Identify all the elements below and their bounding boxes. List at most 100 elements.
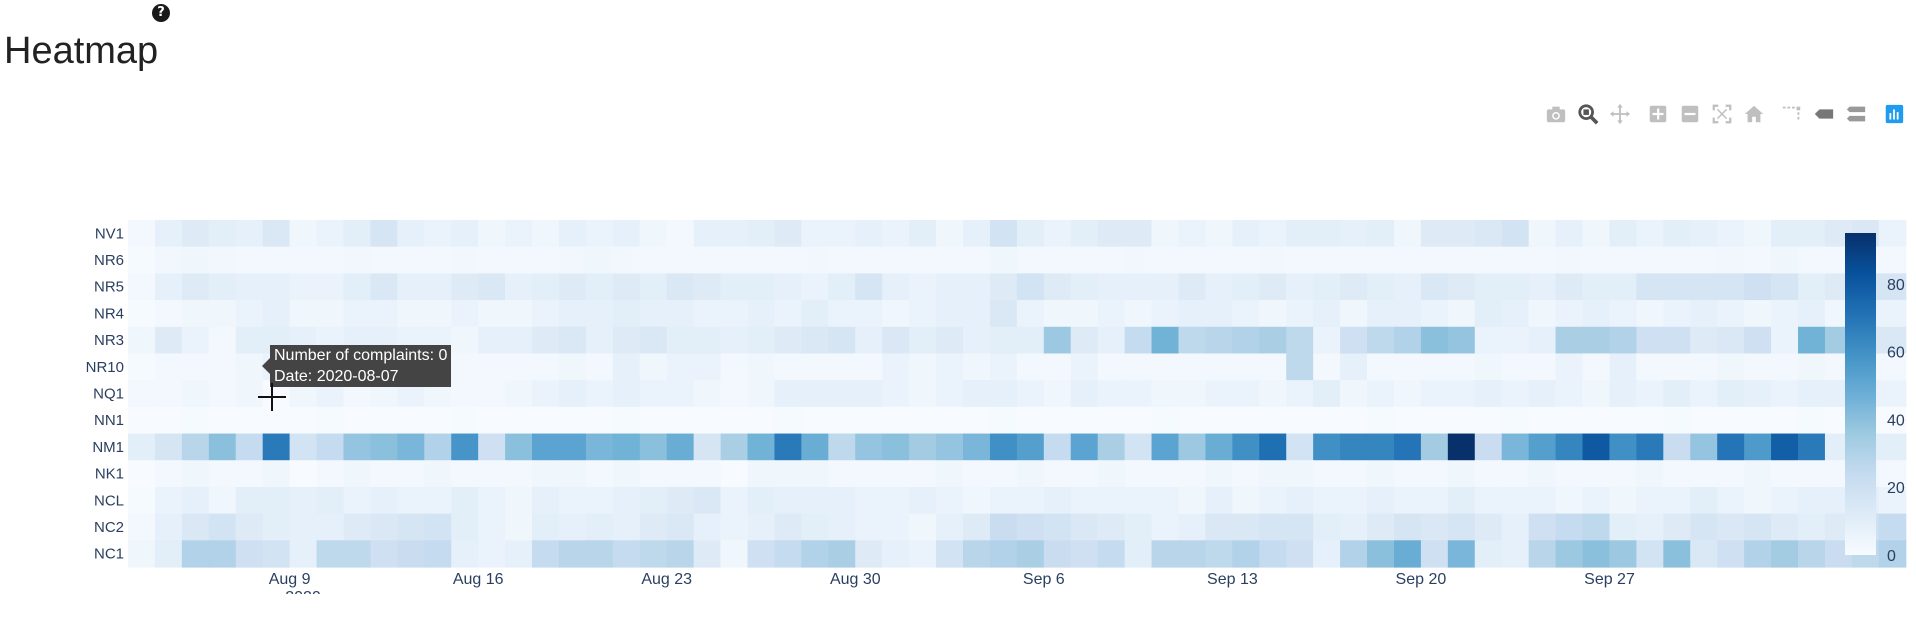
heatmap-cell[interactable] (1043, 513, 1072, 541)
heatmap-cell[interactable] (1232, 540, 1260, 568)
heatmap-cell[interactable] (1178, 220, 1207, 248)
heatmap-cell[interactable] (855, 273, 883, 301)
heatmap-cell[interactable] (963, 220, 991, 248)
heatmap-cell[interactable] (558, 326, 587, 355)
heatmap-cell[interactable] (963, 380, 991, 408)
heatmap-cell[interactable] (1690, 273, 1718, 301)
heatmap-cell[interactable] (639, 513, 668, 541)
heatmap-cell[interactable] (424, 220, 452, 248)
heatmap-cell[interactable] (612, 513, 641, 541)
heatmap-cell[interactable] (1636, 273, 1664, 301)
heatmap-cell[interactable] (1232, 433, 1260, 461)
heatmap-cell[interactable] (451, 220, 479, 248)
heatmap-cell[interactable] (532, 433, 560, 461)
heatmap-cell[interactable] (639, 460, 668, 488)
heatmap-cell[interactable] (1447, 300, 1476, 328)
heatmap-cell[interactable] (693, 353, 722, 381)
heatmap-cell[interactable] (1259, 246, 1287, 274)
heatmap-cell[interactable] (1367, 380, 1395, 408)
heatmap-cell[interactable] (1043, 380, 1072, 408)
heatmap-cell[interactable] (909, 300, 937, 328)
heatmap-cell[interactable] (963, 460, 991, 488)
heatmap-cell[interactable] (1690, 433, 1718, 461)
heatmap-cell[interactable] (208, 460, 237, 488)
heatmap-cell[interactable] (666, 353, 695, 381)
heatmap-cell[interactable] (1232, 273, 1260, 301)
heatmap-cell[interactable] (1528, 540, 1557, 568)
heatmap-cell[interactable] (1070, 486, 1099, 515)
heatmap-cell[interactable] (1636, 460, 1664, 488)
heatmap-cell[interactable] (1717, 380, 1745, 408)
heatmap-cell[interactable] (1178, 486, 1207, 515)
heatmap-cell[interactable] (478, 300, 506, 328)
heatmap-cell[interactable] (181, 460, 210, 488)
heatmap-cell[interactable] (1367, 220, 1395, 248)
heatmap-cell[interactable] (882, 326, 910, 355)
zoom-in-icon[interactable] (1642, 100, 1674, 128)
heatmap-cell[interactable] (558, 220, 587, 248)
heatmap-cell[interactable] (343, 433, 372, 461)
heatmap-cell[interactable] (936, 433, 964, 461)
heatmap-cell[interactable] (855, 486, 883, 515)
heatmap-cell[interactable] (1663, 433, 1691, 461)
heatmap-cell[interactable] (1097, 406, 1126, 435)
heatmap-cell[interactable] (882, 540, 910, 568)
heatmap-cell[interactable] (262, 220, 291, 248)
heatmap-cell[interactable] (828, 353, 856, 381)
heatmap-cell[interactable] (1771, 406, 1799, 435)
heatmap-cell[interactable] (1124, 353, 1153, 381)
heatmap-cell[interactable] (1528, 326, 1557, 355)
heatmap-cell[interactable] (882, 300, 910, 328)
heatmap-cell[interactable] (558, 406, 587, 435)
heatmap-cell[interactable] (1771, 380, 1799, 408)
heatmap-cell[interactable] (1582, 540, 1611, 568)
heatmap-cell[interactable] (1555, 246, 1584, 274)
heatmap-cell[interactable] (747, 273, 776, 301)
heatmap-cell[interactable] (1878, 273, 1907, 301)
heatmap-cell[interactable] (1636, 406, 1664, 435)
heatmap-cell[interactable] (801, 220, 829, 248)
heatmap-cell[interactable] (1043, 300, 1072, 328)
heatmap-cell[interactable] (478, 486, 506, 515)
pan-icon[interactable] (1604, 100, 1636, 128)
heatmap-cell[interactable] (208, 513, 237, 541)
heatmap-cell[interactable] (505, 380, 533, 408)
heatmap-cell[interactable] (1609, 353, 1637, 381)
heatmap-cell[interactable] (1744, 513, 1772, 541)
heatmap-cell[interactable] (1016, 460, 1045, 488)
heatmap-cell[interactable] (1016, 220, 1045, 248)
heatmap-cell[interactable] (1097, 220, 1126, 248)
heatmap-cell[interactable] (747, 433, 776, 461)
heatmap-cell[interactable] (478, 540, 506, 568)
heatmap-cell[interactable] (370, 513, 398, 541)
heatmap-cell[interactable] (1393, 273, 1422, 301)
heatmap-cell[interactable] (963, 406, 991, 435)
heatmap-cell[interactable] (1232, 246, 1260, 274)
heatmap-cell[interactable] (936, 406, 964, 435)
heatmap-cell[interactable] (181, 326, 210, 355)
heatmap-cell[interactable] (1501, 433, 1530, 461)
heatmap-cell[interactable] (1097, 433, 1126, 461)
heatmap-cell[interactable] (989, 273, 1018, 301)
heatmap-cell[interactable] (505, 300, 533, 328)
heatmap-cell[interactable] (478, 326, 506, 355)
heatmap-cell[interactable] (1340, 353, 1368, 381)
spikelines-icon[interactable] (1776, 100, 1808, 128)
heatmap-cell[interactable] (1771, 540, 1799, 568)
heatmap-cell[interactable] (1690, 513, 1718, 541)
heatmap-cell[interactable] (585, 353, 614, 381)
heatmap-cell[interactable] (1447, 326, 1476, 355)
heatmap-cell[interactable] (1744, 460, 1772, 488)
heatmap-cell[interactable] (1070, 433, 1099, 461)
heatmap-cell[interactable] (1367, 406, 1395, 435)
heatmap-cell[interactable] (666, 220, 695, 248)
heatmap-cell[interactable] (1151, 380, 1180, 408)
heatmap-cell[interactable] (1878, 220, 1907, 248)
heatmap-cell[interactable] (1717, 540, 1745, 568)
heatmap-cell[interactable] (1690, 353, 1718, 381)
heatmap-cell[interactable] (1367, 460, 1395, 488)
heatmap-cell[interactable] (1367, 300, 1395, 328)
heatmap-cell[interactable] (639, 406, 668, 435)
heatmap-cell[interactable] (612, 486, 641, 515)
heatmap-cell[interactable] (1124, 486, 1153, 515)
